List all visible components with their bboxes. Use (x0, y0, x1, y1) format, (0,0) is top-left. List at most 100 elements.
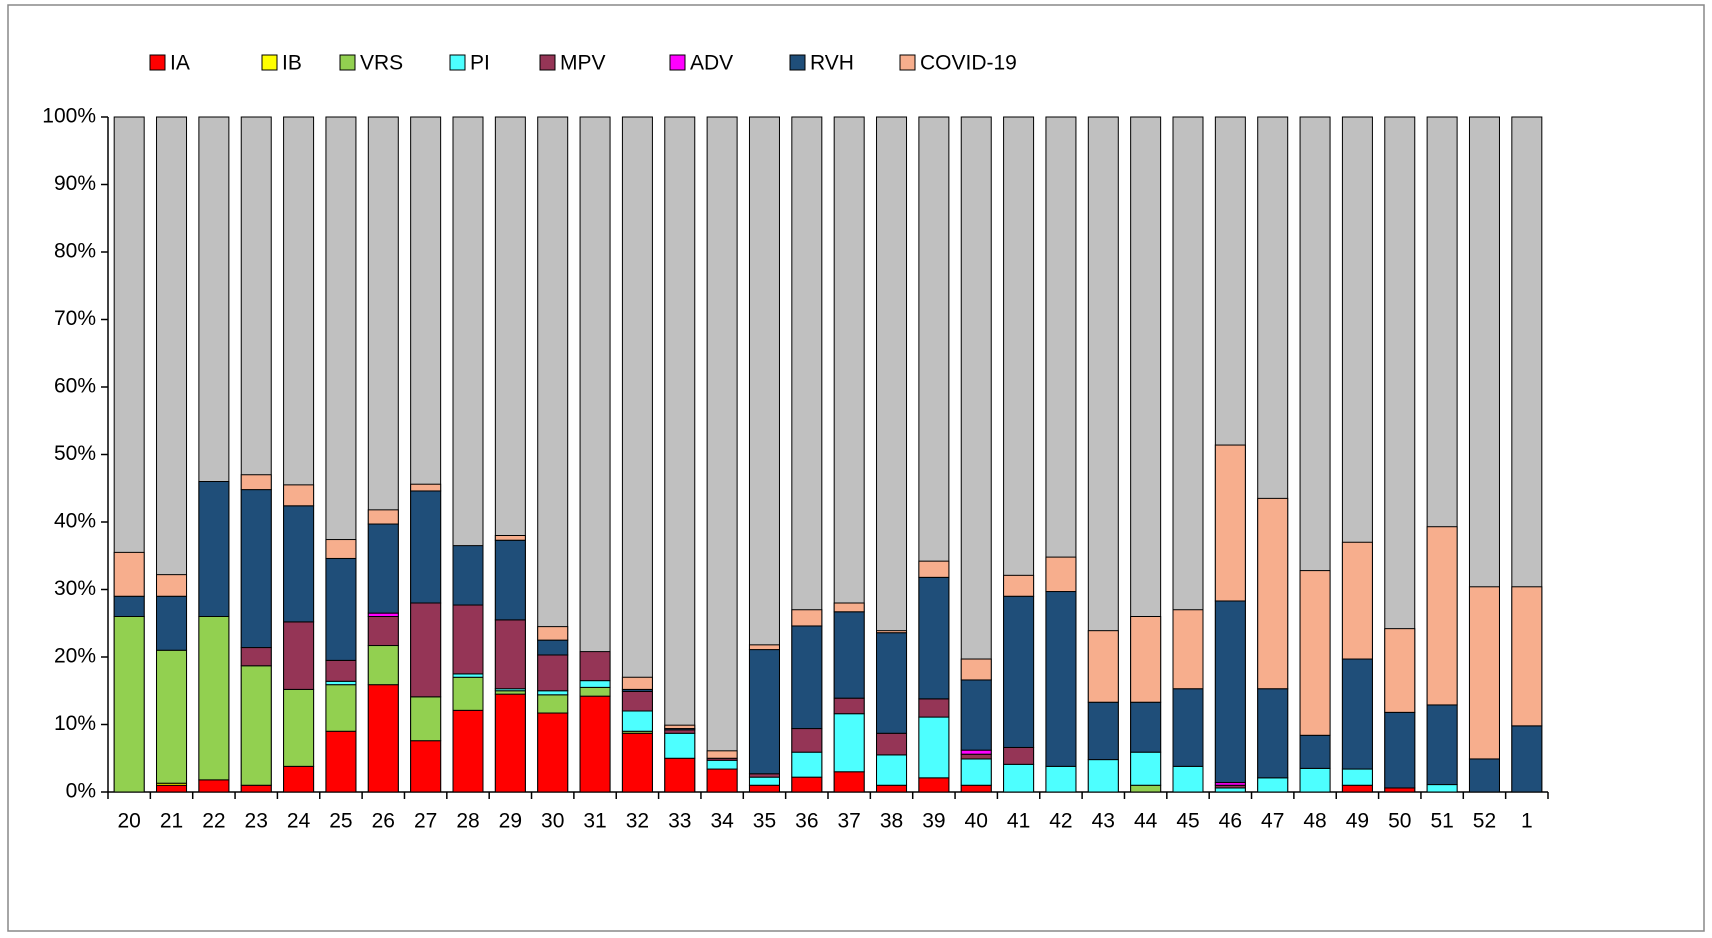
x-tick-label: 51 (1430, 810, 1453, 833)
bar-segment (325, 684, 357, 732)
bar-segment (452, 604, 484, 675)
bar-segment (283, 484, 315, 507)
x-tick-label: 1 (1521, 810, 1533, 833)
bar-segment (494, 693, 526, 793)
bar-segment (1130, 701, 1162, 753)
bar-segment (1087, 630, 1119, 703)
bar-segment (748, 776, 780, 786)
bar-segment (325, 539, 357, 559)
y-tick-label: 40% (54, 510, 96, 533)
x-tick-label: 35 (753, 810, 776, 833)
x-tick-label: 21 (160, 810, 183, 833)
y-tick-label: 10% (54, 712, 96, 735)
legend-swatch (149, 54, 166, 71)
x-tick-label: 43 (1092, 810, 1115, 833)
bar-segment (452, 709, 484, 793)
bar-segment (156, 595, 188, 651)
bar-segment (833, 771, 865, 793)
bar-segment (1214, 444, 1246, 602)
bar-segment (876, 784, 908, 793)
bar-segment (283, 505, 315, 623)
bar-segment (367, 612, 399, 617)
bar-segment (283, 765, 315, 793)
bar-segment (1426, 526, 1458, 706)
bar-segment (748, 644, 780, 651)
legend-swatch (789, 54, 806, 71)
bar-segment (1468, 758, 1500, 793)
bar-segment (918, 576, 950, 700)
legend-label: COVID-19 (920, 52, 1017, 75)
x-tick-label: 29 (499, 810, 522, 833)
x-tick-label: 25 (329, 810, 352, 833)
bar-segment (367, 523, 399, 614)
bar-segment (833, 611, 865, 699)
bar-segment (1003, 763, 1035, 793)
bar-segment (240, 489, 272, 649)
bar-segment (410, 490, 442, 604)
bar-segment (621, 690, 653, 712)
bar-segment (1003, 574, 1035, 597)
bar-segment (876, 754, 908, 786)
bar-segment (1214, 600, 1246, 784)
bar-segment (325, 659, 357, 682)
bar-segment (410, 483, 442, 492)
bar-segment (1341, 658, 1373, 770)
y-tick-label: 100% (42, 105, 96, 128)
bar-segment (325, 680, 357, 686)
x-tick-label: 45 (1176, 810, 1199, 833)
x-tick-label: 23 (245, 810, 268, 833)
bar-segment (156, 649, 188, 784)
x-tick-label: 38 (880, 810, 903, 833)
bar-segment (1172, 609, 1204, 690)
y-tick-label: 60% (54, 375, 96, 398)
bar-segment (960, 753, 992, 760)
bar-segment (876, 632, 908, 734)
x-tick-label: 40 (965, 810, 988, 833)
y-tick-label: 50% (54, 442, 96, 465)
x-tick-label: 31 (583, 810, 606, 833)
bar-segment (960, 679, 992, 751)
bar-segment (113, 595, 145, 617)
x-tick-label: 36 (795, 810, 818, 833)
bar-segment (367, 616, 399, 647)
bar-segment (1511, 725, 1543, 793)
bar-segment (1172, 688, 1204, 767)
x-tick-label: 20 (117, 810, 140, 833)
legend-label: MPV (560, 52, 606, 75)
bar-segment (1299, 734, 1331, 769)
bar-segment (367, 684, 399, 793)
x-tick-label: 42 (1049, 810, 1072, 833)
bar-segment (706, 768, 738, 793)
bar-segment (494, 539, 526, 621)
bar-segment (748, 773, 780, 778)
x-tick-label: 46 (1219, 810, 1242, 833)
bar-segment (791, 609, 823, 627)
x-tick-label: 41 (1007, 810, 1030, 833)
bar-segment (410, 740, 442, 793)
bar-segment (1384, 711, 1416, 789)
bar-segment (918, 698, 950, 718)
bar-segment (1468, 586, 1500, 760)
x-tick-label: 48 (1303, 810, 1326, 833)
bar-segment (240, 474, 272, 491)
bar-segment (579, 686, 611, 697)
x-tick-label: 49 (1346, 810, 1369, 833)
bar-segment (960, 784, 992, 793)
x-tick-label: 47 (1261, 810, 1284, 833)
bar-segment (621, 710, 653, 732)
bar-segment (791, 751, 823, 778)
bar-segment (198, 779, 230, 793)
bar-segment (537, 626, 569, 641)
legend-label: ADV (690, 52, 733, 75)
bar-segment (1045, 556, 1077, 593)
bar-segment (918, 716, 950, 779)
y-tick-label: 0% (66, 780, 96, 803)
x-tick-label: 39 (922, 810, 945, 833)
x-tick-label: 32 (626, 810, 649, 833)
bar-segment (579, 680, 611, 688)
bar-segment (791, 728, 823, 753)
bar-segment (748, 649, 780, 775)
bar-segment (791, 776, 823, 793)
bar-segment (1087, 701, 1119, 761)
